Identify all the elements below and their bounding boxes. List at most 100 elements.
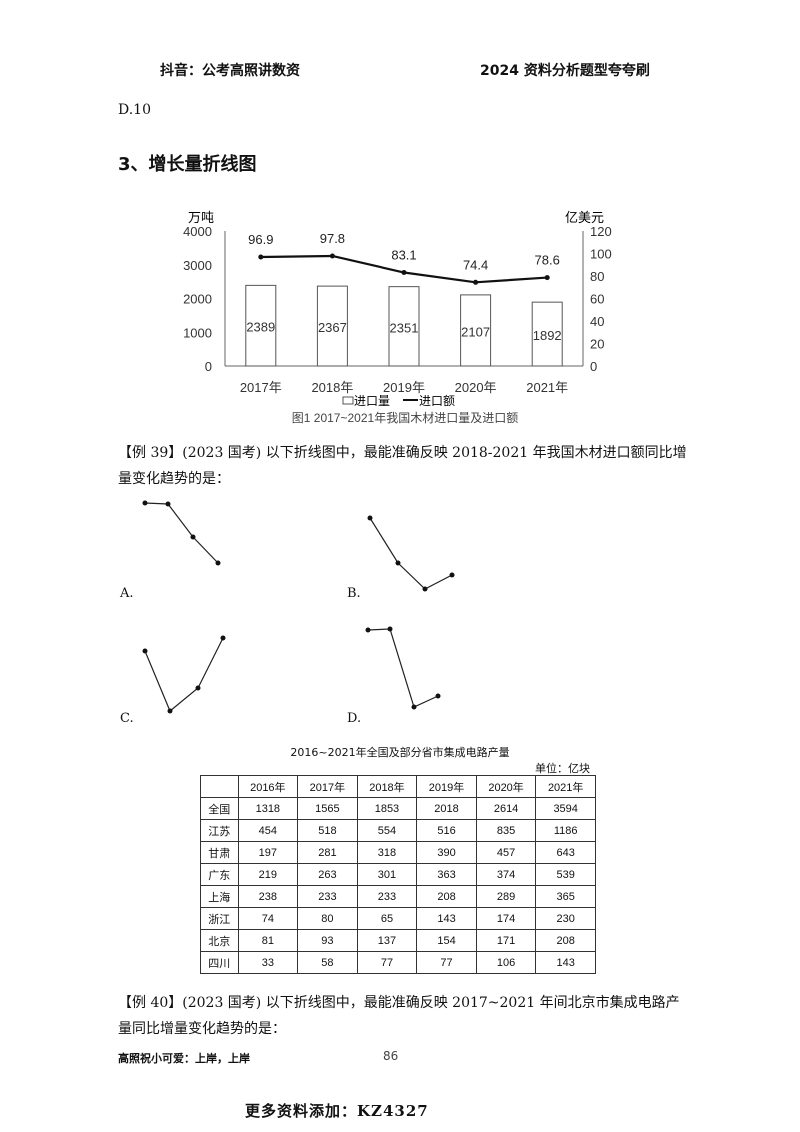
- value-cell: 554: [356, 819, 418, 842]
- value-cell: 1853: [356, 797, 418, 820]
- value-cell: 2018: [416, 797, 477, 820]
- value-cell: 516: [416, 819, 477, 842]
- bar-2019年: [388, 286, 420, 367]
- header-right: 2024 资料分析题型夸夸刷: [480, 63, 650, 79]
- bar-2020年: [460, 294, 492, 367]
- option-d-label[interactable]: D.: [347, 711, 362, 726]
- x-tick: 2019年: [383, 380, 425, 395]
- table-row: 甘肃 197 281 318 390 457 643: [200, 841, 596, 864]
- option-c-label[interactable]: C.: [120, 711, 134, 726]
- option-d-point: [365, 627, 371, 633]
- value-cell: 1186: [535, 819, 596, 842]
- left-tick: 3000: [183, 258, 212, 273]
- value-cell: 3594: [535, 797, 596, 820]
- left-tick: 1000: [183, 325, 212, 340]
- value-cell: 74: [237, 907, 299, 930]
- left-tick: 0: [205, 359, 212, 374]
- option-a-point: [215, 560, 221, 566]
- value-cell: 81: [237, 929, 299, 952]
- value-cell: 1565: [297, 797, 358, 820]
- option-a-line: [144, 502, 219, 564]
- bar-label: 1892: [533, 328, 562, 343]
- value-cell: 58: [297, 951, 358, 974]
- left-unit: 万吨: [188, 210, 214, 225]
- value-cell: 93: [297, 929, 358, 952]
- line-point: [473, 279, 479, 285]
- x-tick: 2017年: [240, 380, 282, 395]
- line-point: [544, 275, 550, 281]
- option-b-point: [395, 560, 401, 566]
- option-d-point: [411, 704, 417, 710]
- value-cell: 281: [297, 841, 358, 864]
- value-cell: 219: [237, 863, 299, 886]
- region-cell: 全国: [200, 797, 239, 820]
- chart-caption: 图1 2017~2021年我国木材进口量及进口额: [292, 411, 518, 425]
- value-cell: 143: [416, 907, 477, 930]
- value-cell: 835: [475, 819, 537, 842]
- right-tick: 60: [590, 292, 604, 307]
- option-a-point: [190, 534, 196, 540]
- table-row: 全国 1318 1565 1853 2018 2614 3594: [200, 797, 596, 820]
- right-tick: 40: [590, 314, 604, 329]
- region-cell: 江苏: [200, 819, 239, 842]
- right-tick: 100: [590, 247, 612, 262]
- value-cell: 197: [237, 841, 299, 864]
- header-cell: [200, 775, 239, 798]
- value-cell: 154: [416, 929, 477, 952]
- question-39: 【例 39】(2023 国考) 以下折线图中，最能准确反映 2018-2021 …: [118, 445, 687, 487]
- question-40: 【例 40】(2023 国考) 以下折线图中，最能准确反映 2017~2021 …: [118, 995, 680, 1037]
- value-cell: 80: [297, 907, 358, 930]
- region-cell: 浙江: [200, 907, 239, 930]
- previous-option: D.10: [118, 102, 151, 118]
- bar-2018年: [316, 285, 348, 367]
- value-cell: 33: [237, 951, 299, 974]
- value-cell: 365: [535, 885, 596, 908]
- value-cell: 643: [535, 841, 596, 864]
- table-row: 江苏 454 518 554 516 835 1186: [200, 819, 596, 842]
- header-cell: 2017年: [297, 775, 358, 798]
- legend-line-label: 进口额: [419, 394, 455, 408]
- option-a-label[interactable]: A.: [120, 586, 134, 601]
- value-cell: 539: [535, 863, 596, 886]
- header-cell: 2018年: [356, 775, 418, 798]
- header-cell: 2016年: [237, 775, 299, 798]
- table-row: 北京 81 93 137 154 171 208: [200, 929, 596, 952]
- option-a-point: [165, 501, 171, 507]
- value-cell: 263: [297, 863, 358, 886]
- x-tick: 2018年: [311, 380, 353, 395]
- region-cell: 四川: [200, 951, 239, 974]
- header-cell: 2021年: [535, 775, 596, 798]
- header-cell: 2020年: [475, 775, 537, 798]
- value-cell: 137: [356, 929, 418, 952]
- option-b-line: [369, 517, 453, 590]
- production-table: 2016年 2017年 2018年 2019年 2020年 2021年 全国 1318 1565…: [200, 775, 596, 974]
- option-c-point: [167, 708, 173, 714]
- option-b-point: [449, 572, 455, 578]
- import-chart: 万吨 亿美元 0 1000 2000 3000 4000 0 20 40 60 80 100 120 238…: [183, 210, 612, 425]
- section-title: 3、增长量折线图: [118, 154, 257, 175]
- option-c-line: [144, 637, 224, 712]
- option-b-point: [367, 515, 373, 521]
- value-cell: 77: [416, 951, 477, 974]
- x-tick: 2021年: [526, 380, 568, 395]
- value-cell: 238: [237, 885, 299, 908]
- line-label: 96.9: [248, 232, 273, 247]
- header-left: 抖音：公考高照讲数资: [160, 63, 300, 79]
- watermark: 更多资料添加：KZ4327: [245, 1102, 429, 1120]
- value-cell: 457: [475, 841, 537, 864]
- value-cell: 390: [416, 841, 477, 864]
- footer-note: 高照祝小可爱：上岸，上岸: [118, 1052, 250, 1065]
- left-tick: 4000: [183, 224, 212, 239]
- legend-bar-swatch: [342, 396, 354, 405]
- table-unit: 单位：亿块: [535, 762, 590, 775]
- value-cell: 1318: [237, 797, 299, 820]
- left-tick: 2000: [183, 292, 212, 307]
- region-cell: 广东: [200, 863, 239, 886]
- option-c-point: [220, 635, 226, 641]
- table-title: 2016~2021年全国及部分省市集成电路产量: [290, 746, 510, 759]
- value-cell: 374: [475, 863, 537, 886]
- option-b-point: [422, 586, 428, 592]
- option-b-label[interactable]: B.: [347, 586, 361, 601]
- option-c-point: [142, 648, 148, 654]
- value-cell: 106: [475, 951, 537, 974]
